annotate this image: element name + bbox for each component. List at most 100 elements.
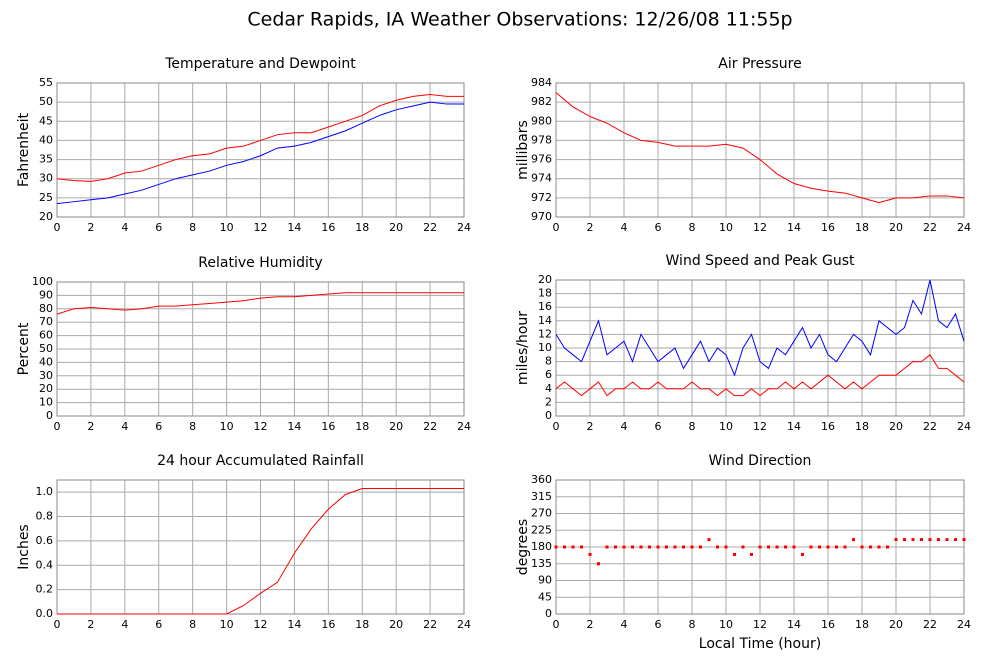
x-tick-label: 2 <box>587 420 594 433</box>
x-tick-label: 14 <box>787 420 801 433</box>
y-tick-label: 0 <box>545 409 552 422</box>
x-tick-label: 8 <box>689 618 696 631</box>
x-tick-label: 24 <box>957 618 971 631</box>
plot-frame <box>555 82 965 218</box>
x-tick-label: 4 <box>121 420 128 433</box>
data-point <box>605 545 609 549</box>
data-point <box>835 545 838 549</box>
x-tick-label: 16 <box>821 618 835 631</box>
y-tick-label: 225 <box>531 523 552 536</box>
y-tick-label: 0.4 <box>36 558 54 571</box>
x-tick-label: 22 <box>923 221 937 234</box>
y-tick-label: 972 <box>531 191 552 204</box>
x-tick-label: 20 <box>889 221 903 234</box>
data-point <box>682 545 685 549</box>
x-tick-label: 0 <box>54 420 61 433</box>
data-point <box>945 538 949 542</box>
y-tick-label: 90 <box>39 288 53 301</box>
data-point <box>614 545 617 549</box>
x-tick-label: 18 <box>855 221 869 234</box>
y-tick-label: 970 <box>531 210 552 223</box>
y-tick-label: 45 <box>538 590 552 603</box>
x-tick-label: 10 <box>719 420 733 433</box>
x-tick-label: 0 <box>553 618 560 631</box>
y-tick-label: 20 <box>39 382 53 395</box>
x-tick-label: 24 <box>457 420 471 433</box>
data-point <box>648 545 651 549</box>
x-tick-label: 14 <box>287 618 301 631</box>
y-tick-label: 25 <box>39 191 53 204</box>
data-point <box>699 545 702 549</box>
y-tick-label: 12 <box>538 327 552 340</box>
chart-title: Wind Speed and Peak Gust <box>666 253 855 269</box>
x-tick-label: 0 <box>553 420 560 433</box>
y-tick-label: 50 <box>39 342 53 355</box>
data-line <box>555 92 965 204</box>
data-point <box>784 545 787 549</box>
x-tick-label: 10 <box>220 618 234 631</box>
x-tick-label: 20 <box>389 420 403 433</box>
y-tick-label: 4 <box>545 382 552 395</box>
data-point <box>928 538 932 542</box>
x-tick-label: 10 <box>719 221 733 234</box>
data-point <box>920 538 923 542</box>
y-tick-label: 40 <box>39 355 53 368</box>
data-line <box>57 488 464 615</box>
chart-title: Air Pressure <box>718 56 801 72</box>
x-tick-label: 14 <box>287 221 301 234</box>
x-tick-label: 8 <box>189 420 196 433</box>
data-point <box>622 545 626 549</box>
x-tick-label: 14 <box>787 618 801 631</box>
y-tick-label: 978 <box>531 133 552 146</box>
y-tick-label: 982 <box>531 95 552 108</box>
y-axis-label: Inches <box>16 524 32 569</box>
data-point <box>843 545 847 549</box>
data-point <box>724 545 728 549</box>
plot-frame <box>56 479 465 615</box>
data-point <box>750 552 753 556</box>
x-tick-label: 2 <box>587 618 594 631</box>
x-tick-label: 12 <box>254 618 268 631</box>
x-tick-label: 18 <box>355 618 369 631</box>
data-point <box>716 545 719 549</box>
y-tick-label: 8 <box>545 355 552 368</box>
x-tick-label: 2 <box>87 618 94 631</box>
plot-frame <box>56 281 465 417</box>
x-tick-label: 4 <box>621 420 628 433</box>
data-point <box>580 545 583 549</box>
y-tick-label: 980 <box>531 114 552 127</box>
y-tick-label: 0 <box>545 607 552 620</box>
x-tick-label: 14 <box>287 420 301 433</box>
x-tick-label: 18 <box>355 420 369 433</box>
x-tick-label: 4 <box>121 618 128 631</box>
x-tick-label: 22 <box>923 618 937 631</box>
x-tick-label: 0 <box>54 221 61 234</box>
data-line <box>555 279 965 377</box>
x-tick-label: 4 <box>621 221 628 234</box>
x-tick-label: 14 <box>787 221 801 234</box>
x-tick-label: 24 <box>957 420 971 433</box>
x-axis-label: Local Time (hour) <box>699 636 821 652</box>
x-tick-label: 22 <box>423 221 437 234</box>
y-tick-label: 20 <box>538 273 552 286</box>
x-tick-label: 16 <box>321 221 335 234</box>
y-tick-label: 20 <box>39 210 53 223</box>
y-tick-label: 90 <box>538 574 552 587</box>
x-tick-label: 6 <box>155 221 162 234</box>
y-axis-label: degrees <box>515 519 531 575</box>
data-point <box>741 545 745 549</box>
y-tick-label: 270 <box>531 507 552 520</box>
y-tick-label: 2 <box>545 395 552 408</box>
x-tick-label: 20 <box>389 618 403 631</box>
data-point <box>911 538 915 542</box>
x-tick-label: 8 <box>689 420 696 433</box>
x-tick-label: 16 <box>321 618 335 631</box>
y-tick-label: 35 <box>39 153 53 166</box>
y-tick-label: 135 <box>531 557 552 570</box>
x-tick-label: 16 <box>821 221 835 234</box>
y-tick-label: 50 <box>39 95 53 108</box>
y-tick-label: 0.0 <box>36 607 54 620</box>
x-tick-label: 24 <box>457 618 471 631</box>
y-tick-label: 1.0 <box>36 485 54 498</box>
x-tick-label: 6 <box>655 618 662 631</box>
